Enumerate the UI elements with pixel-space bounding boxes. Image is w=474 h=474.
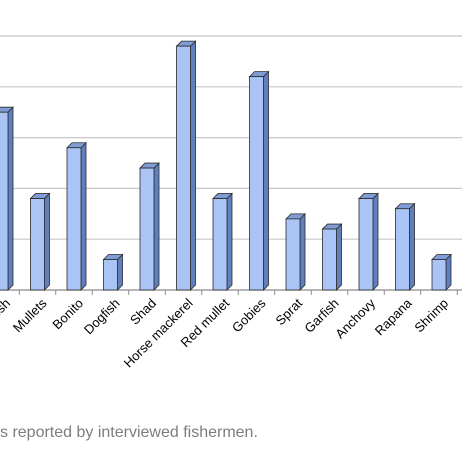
bar-side — [299, 212, 306, 291]
bar — [102, 253, 124, 291]
bar-side — [226, 192, 233, 291]
x-tick-label: Dogfish — [81, 296, 123, 338]
bar-side — [7, 106, 14, 291]
figure-caption: s reported by interviewed fishermen. — [0, 424, 258, 441]
bar-front — [358, 198, 374, 291]
bar-front — [285, 218, 301, 291]
bar-side — [117, 253, 123, 291]
bar-front — [431, 259, 447, 291]
bar-front — [395, 208, 410, 291]
bar-side — [44, 192, 50, 291]
bar-front — [249, 76, 264, 291]
bar-front — [103, 259, 118, 291]
bar-front — [212, 198, 228, 291]
x-tick-label: Rapana — [372, 295, 415, 338]
bar — [29, 192, 51, 291]
bar-side — [336, 223, 342, 291]
x-tick-label: Shrimp — [411, 296, 451, 336]
bar — [285, 212, 306, 291]
bar — [358, 192, 379, 291]
bar — [212, 192, 233, 291]
bar-front — [322, 228, 337, 291]
x-tick-label: Sprat — [273, 295, 306, 328]
x-tick-label: Shad — [127, 296, 159, 328]
x-tick-label: ...sh — [0, 296, 13, 324]
bar — [139, 162, 160, 291]
bar-front — [30, 198, 45, 291]
bar-front — [139, 167, 155, 291]
bars-group — [0, 40, 452, 291]
bar-side — [263, 70, 269, 291]
bar-side — [190, 40, 196, 291]
x-tick-label: Anchovy — [332, 295, 378, 341]
x-tick-label: Mullets — [10, 295, 50, 335]
bar — [431, 253, 452, 291]
bar-side — [372, 192, 379, 291]
bar — [394, 202, 416, 291]
bar — [0, 106, 14, 291]
bar-side — [80, 141, 87, 291]
bar — [321, 223, 343, 291]
bar-front — [0, 111, 9, 291]
bar-side — [445, 253, 452, 291]
bar-front — [66, 147, 82, 291]
bar — [248, 70, 270, 291]
x-tick-label: Gobies — [229, 295, 269, 335]
bar-side — [409, 202, 415, 291]
bar — [66, 141, 87, 291]
bar-front — [176, 45, 191, 291]
bar-side — [153, 162, 160, 291]
bar — [175, 40, 197, 291]
